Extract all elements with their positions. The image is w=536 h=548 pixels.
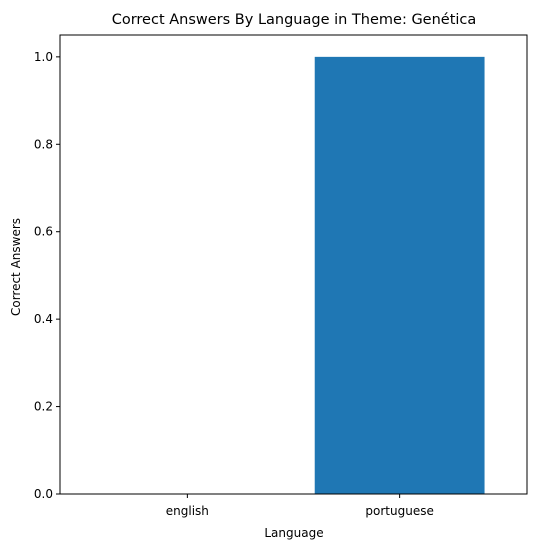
y-tick-label: 0.4 bbox=[34, 312, 53, 326]
x-tick-label-english: english bbox=[166, 504, 209, 518]
x-tick-label-portuguese: portuguese bbox=[365, 504, 433, 518]
y-tick-label: 0.8 bbox=[34, 137, 53, 151]
y-tick-label: 1.0 bbox=[34, 50, 53, 64]
y-tick-label: 0.6 bbox=[34, 225, 53, 239]
bar-portuguese bbox=[314, 56, 485, 494]
chart-title: Correct Answers By Language in Theme: Ge… bbox=[112, 12, 477, 28]
y-tick-label: 0.2 bbox=[34, 400, 53, 414]
y-tick-label: 0.0 bbox=[34, 487, 53, 501]
y-axis-label: Correct Answers bbox=[9, 218, 23, 316]
x-axis-label: Language bbox=[264, 526, 323, 540]
plot-area: 0.0 0.2 0.4 0.6 0.8 1.0 english portuguese bbox=[34, 34, 528, 518]
axes-frame bbox=[59, 34, 528, 495]
